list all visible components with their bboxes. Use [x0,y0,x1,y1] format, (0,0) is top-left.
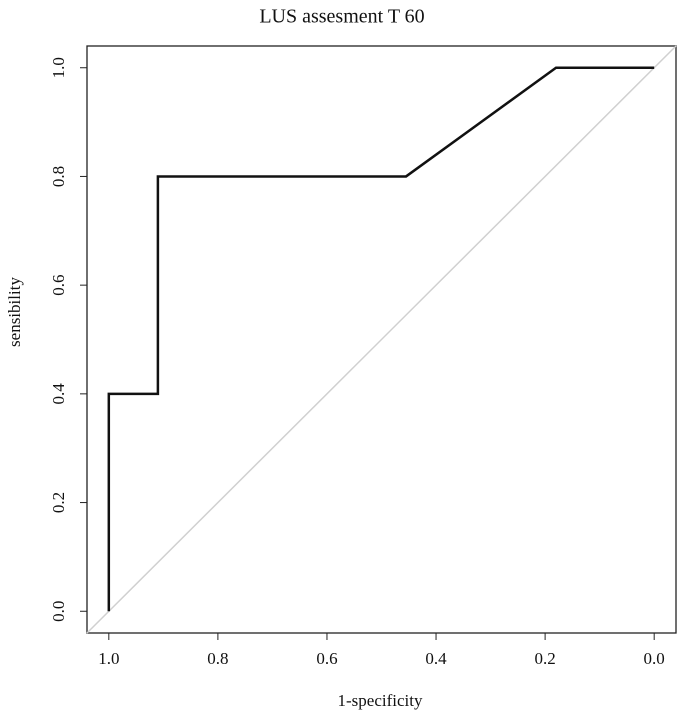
y-tick-label: 0.6 [49,275,68,296]
y-tick-label: 1.0 [49,57,68,78]
plot-frame [86,45,677,634]
x-tick-label: 0.2 [534,649,555,668]
x-tick-label: 0.6 [316,649,337,668]
x-tick-label: 0.8 [207,649,228,668]
y-axis-label: sensibility [5,277,24,347]
x-tick-label: 0.0 [644,649,665,668]
y-tick-label: 0.8 [49,166,68,187]
x-tick-label: 1.0 [98,649,119,668]
chart-title: LUS assesment T 60 [259,6,424,28]
y-tick-label: 0.4 [49,383,68,405]
reference-diagonal [86,45,677,634]
x-tick-label: 0.4 [425,649,447,668]
x-axis-label: 1-specificity [338,691,423,710]
y-tick-label: 0.2 [49,492,68,513]
y-tick-label: 0.0 [49,601,68,622]
roc-curve [107,66,655,612]
